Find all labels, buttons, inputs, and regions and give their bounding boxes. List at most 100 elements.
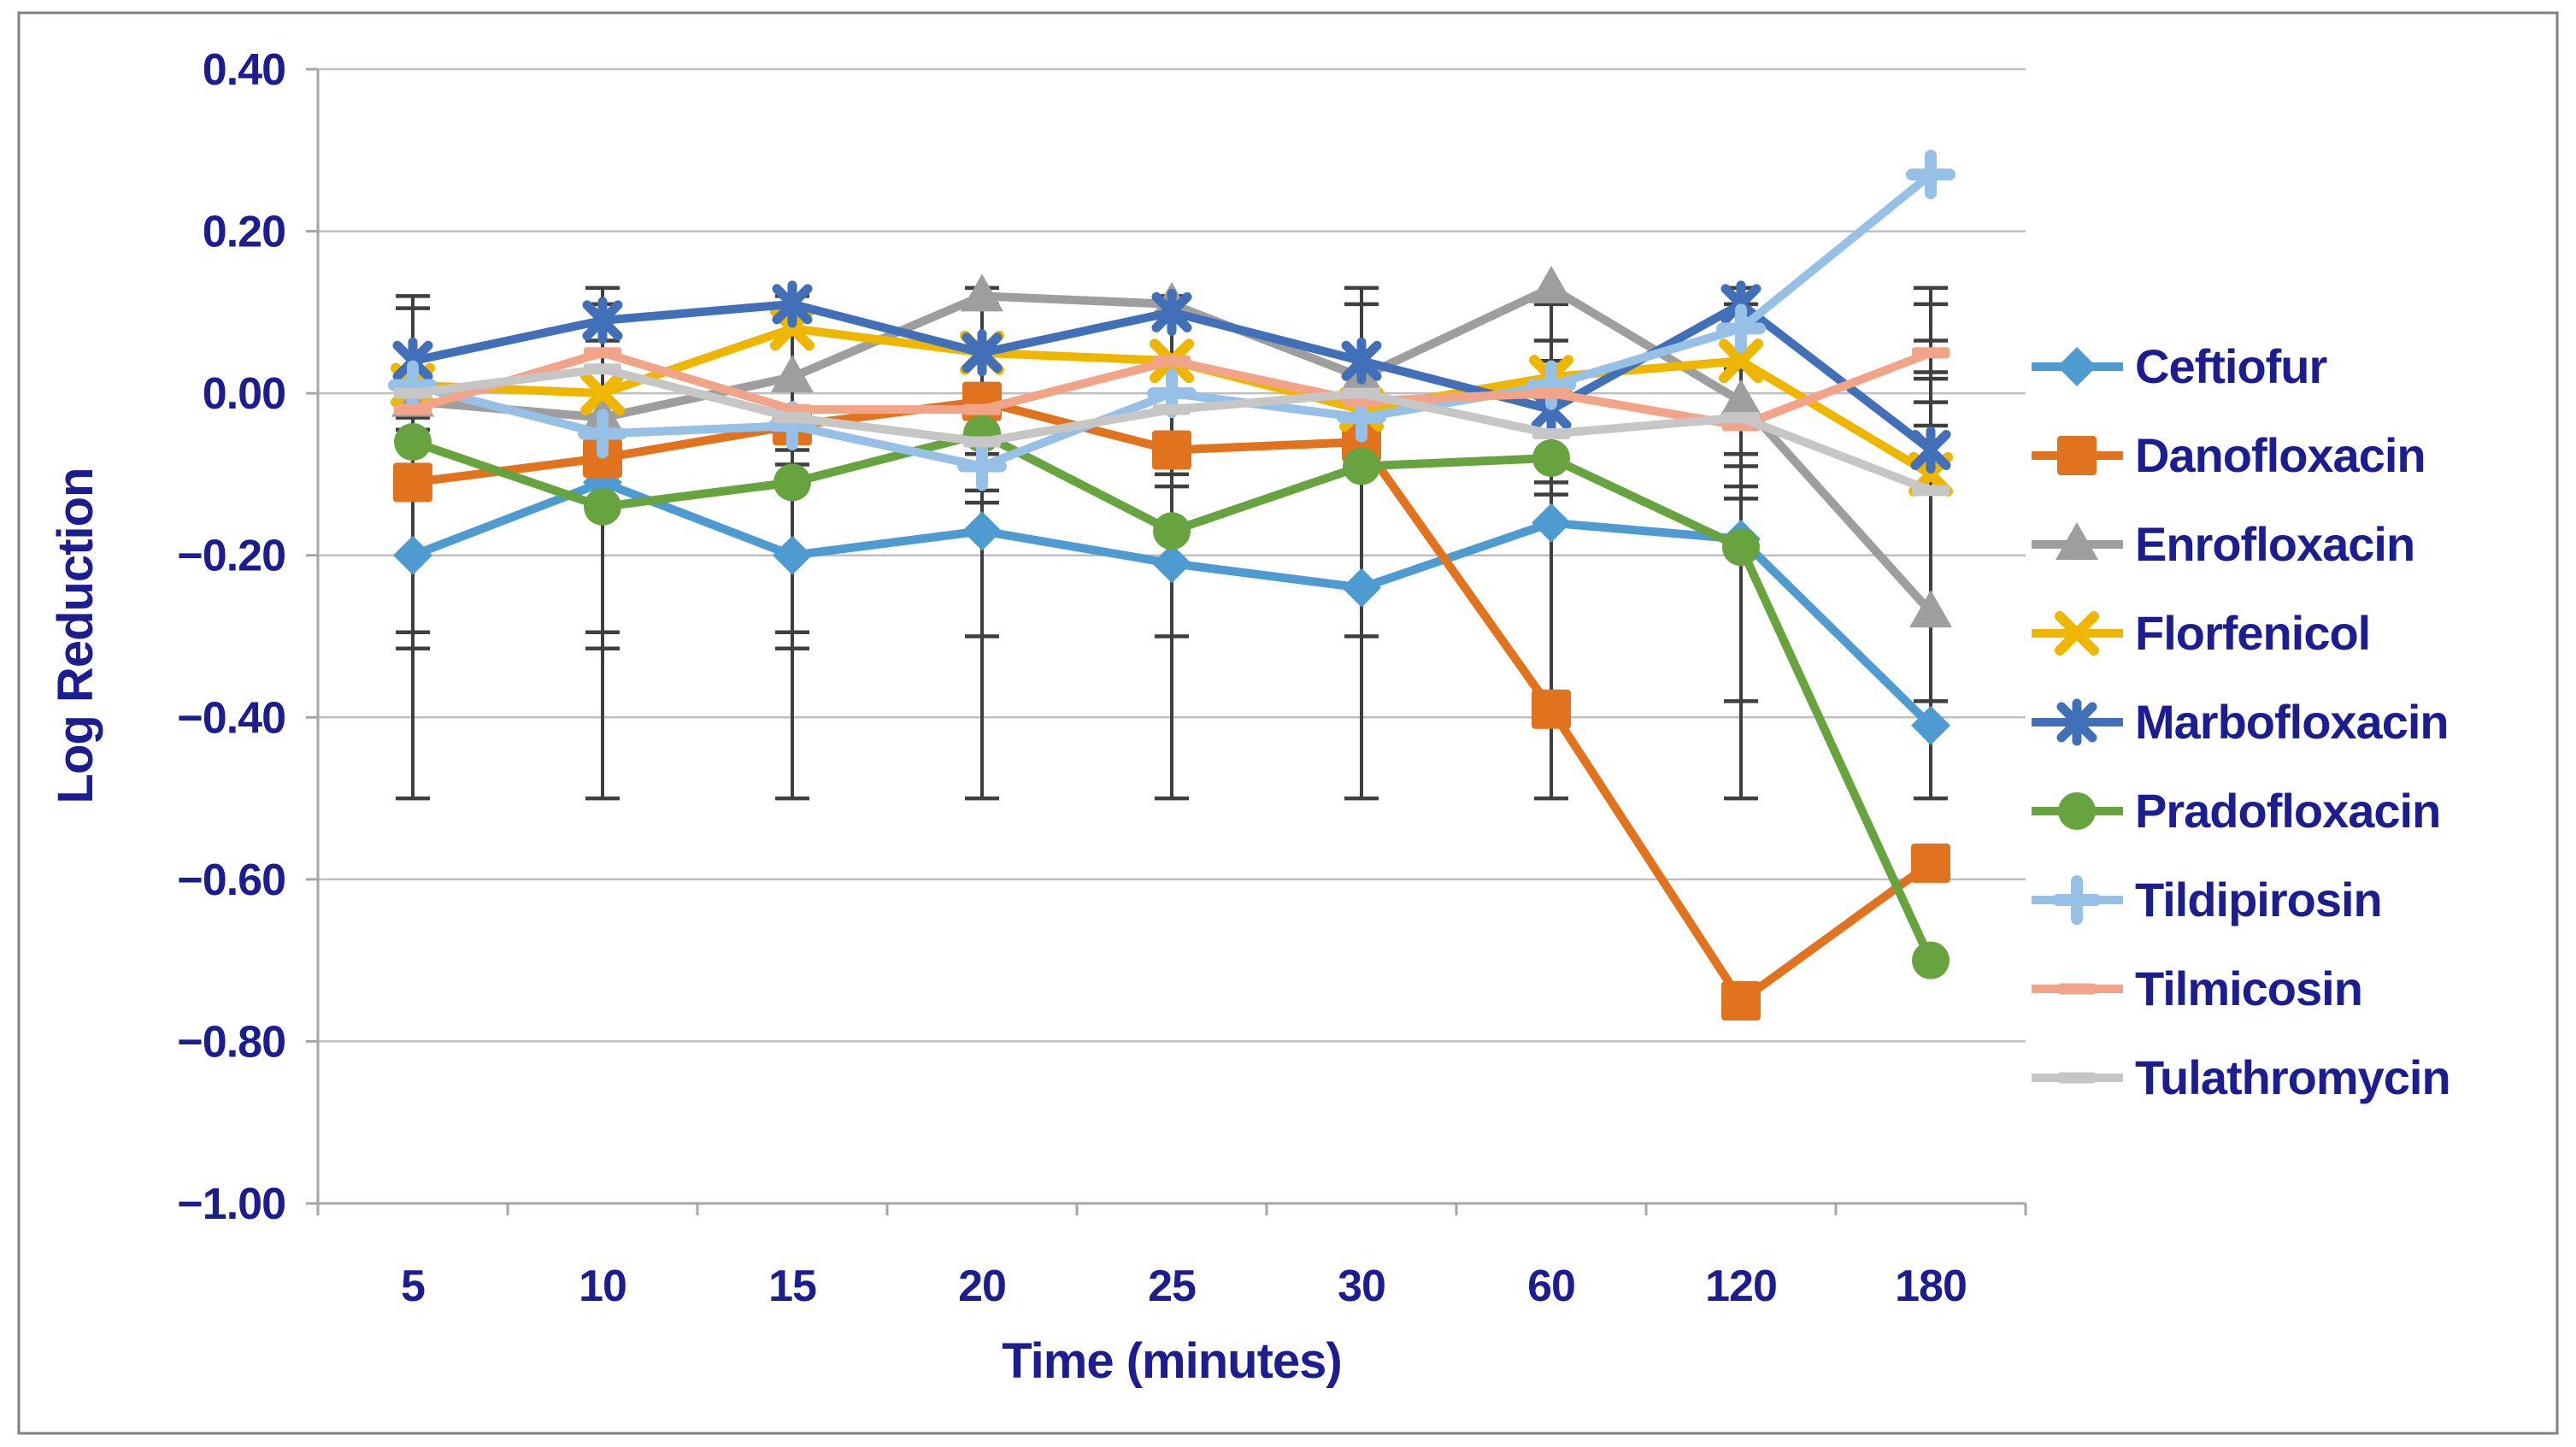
data-point-marker [582, 297, 623, 344]
legend-item-enrofloxacin: Enrofloxacin [2032, 517, 2415, 571]
data-point-marker [1341, 337, 1382, 385]
data-point-marker [2057, 347, 2097, 386]
data-point-marker [1532, 387, 1570, 399]
x-tick-label: 15 [768, 1262, 816, 1311]
y-tick-label: −1.00 [177, 1179, 285, 1229]
series-tildipirosin [388, 150, 1956, 491]
data-point-marker [773, 535, 812, 575]
legend-item-ceftiofur: Ceftiofur [2032, 339, 2328, 393]
data-point-marker [1906, 150, 1956, 200]
data-point-marker [1532, 438, 1570, 477]
y-tick-label: −0.20 [177, 532, 285, 581]
data-point-marker [1152, 544, 1191, 584]
legend-label: Enrofloxacin [2135, 517, 2414, 571]
y-tick-label: 0.40 [203, 45, 285, 95]
data-point-marker [1153, 355, 1191, 367]
data-point-marker [2058, 1072, 2096, 1084]
y-tick-label: 0.20 [203, 208, 285, 257]
data-point-marker [393, 462, 432, 503]
series-tulathromycin [394, 363, 1950, 497]
y-tick-label: 0.00 [203, 369, 285, 419]
data-point-marker [1342, 568, 1381, 608]
data-point-marker [1722, 528, 1760, 567]
y-tick-label: −0.40 [177, 693, 285, 743]
data-point-marker [1912, 941, 1950, 979]
data-point-marker [1151, 288, 1192, 336]
data-point-marker [580, 371, 625, 416]
x-tick-label: 30 [1338, 1262, 1385, 1311]
legend-label: Marbofloxacin [2135, 695, 2449, 749]
data-point-marker [2057, 436, 2097, 475]
data-point-marker [1911, 705, 1950, 745]
data-point-marker [584, 347, 621, 359]
figure-border [17, 11, 2559, 1435]
series-lines [388, 150, 1956, 1021]
data-point-marker [1343, 387, 1380, 399]
axes [306, 68, 2027, 1215]
data-point-marker [963, 436, 1001, 448]
data-point-marker [2052, 875, 2102, 925]
data-point-marker [962, 511, 1002, 551]
data-point-marker [1343, 447, 1380, 485]
data-point-marker [1530, 265, 1573, 303]
data-point-marker [963, 403, 1001, 415]
legend-label: Tulathromycin [2135, 1050, 2450, 1104]
legend-item-florfenicol: Florfenicol [2032, 606, 2371, 660]
data-point-marker [1719, 338, 1763, 384]
data-point-marker [773, 463, 811, 502]
data-point-marker [771, 355, 814, 393]
data-point-marker [1722, 412, 1760, 424]
data-point-marker [1532, 503, 1571, 543]
data-point-marker [773, 412, 811, 424]
legend-item-tildipirosin: Tildipirosin [2032, 873, 2383, 926]
y-axis-title: Log Reduction [48, 468, 103, 804]
legend-item-marbofloxacin: Marbofloxacin [2032, 695, 2450, 749]
data-point-marker [1532, 428, 1570, 440]
data-point-marker [1532, 689, 1571, 729]
legend-label: Tildipirosin [2135, 873, 2382, 926]
y-tick-label: −0.80 [177, 1017, 285, 1067]
data-point-marker [962, 329, 1003, 377]
data-point-marker [584, 487, 621, 526]
data-point-marker [1912, 485, 1950, 497]
data-point-marker [1909, 590, 1952, 628]
x-tick-label: 25 [1148, 1262, 1196, 1311]
data-point-marker [2056, 522, 2098, 560]
legend: Ceftiofur Danofloxacin Enrofloxacin Florfen… [2032, 339, 2451, 1104]
y-tick-label: −0.60 [177, 856, 285, 905]
data-point-marker [772, 280, 813, 328]
data-point-marker [1912, 347, 1950, 359]
data-point-marker [2058, 792, 2096, 830]
legend-item-danofloxacin: Danofloxacin [2032, 428, 2426, 482]
data-point-marker [1910, 426, 1951, 474]
x-axis-title: Time (minutes) [1002, 1333, 1341, 1389]
legend-label: Ceftiofur [2135, 339, 2327, 393]
data-point-marker [1153, 403, 1191, 415]
x-tick-label: 5 [401, 1262, 425, 1311]
x-tick-label: 20 [958, 1262, 1006, 1311]
data-point-marker [2058, 983, 2096, 995]
data-point-marker [961, 274, 1003, 312]
series-pradofloxacin [394, 415, 1950, 979]
data-point-marker [394, 403, 432, 415]
legend-label: Pradofloxacin [2135, 784, 2440, 838]
data-point-marker [2056, 698, 2097, 746]
x-tick-label: 120 [1705, 1262, 1777, 1311]
x-tick-label: 180 [1895, 1262, 1967, 1311]
legend-label: Danofloxacin [2135, 428, 2426, 482]
axis-tick-labels: 0.40 0.20 0.00 −0.20 −0.40 −0.60 −0.80 −1.00 5 10… [177, 45, 1967, 1311]
data-point-marker [1911, 843, 1950, 883]
data-point-marker [1153, 512, 1191, 550]
data-point-marker [394, 423, 432, 462]
data-point-marker [393, 535, 432, 575]
data-point-marker [1716, 303, 1766, 354]
data-point-marker [394, 387, 432, 399]
data-point-marker [1721, 981, 1761, 1021]
x-tick-label: 60 [1527, 1262, 1575, 1311]
data-point-marker [584, 363, 621, 375]
data-point-marker [957, 441, 1007, 491]
x-tick-label: 10 [579, 1262, 626, 1311]
data-point-marker [1720, 379, 1762, 417]
